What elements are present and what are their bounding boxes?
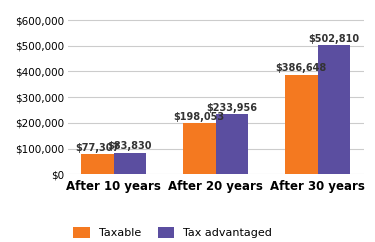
- Legend: Taxable, Tax advantaged: Taxable, Tax advantaged: [73, 227, 272, 238]
- Bar: [81, 154, 114, 174]
- Bar: [318, 45, 350, 174]
- Bar: [216, 114, 248, 174]
- Text: $502,810: $502,810: [308, 34, 360, 44]
- Text: $83,830: $83,830: [108, 141, 152, 151]
- Bar: [285, 75, 318, 174]
- Text: $233,956: $233,956: [207, 103, 258, 113]
- Text: $386,648: $386,648: [276, 63, 327, 73]
- Text: $198,053: $198,053: [174, 112, 225, 122]
- Bar: [114, 153, 146, 174]
- Bar: [183, 123, 216, 174]
- Text: $77,307: $77,307: [75, 143, 119, 153]
